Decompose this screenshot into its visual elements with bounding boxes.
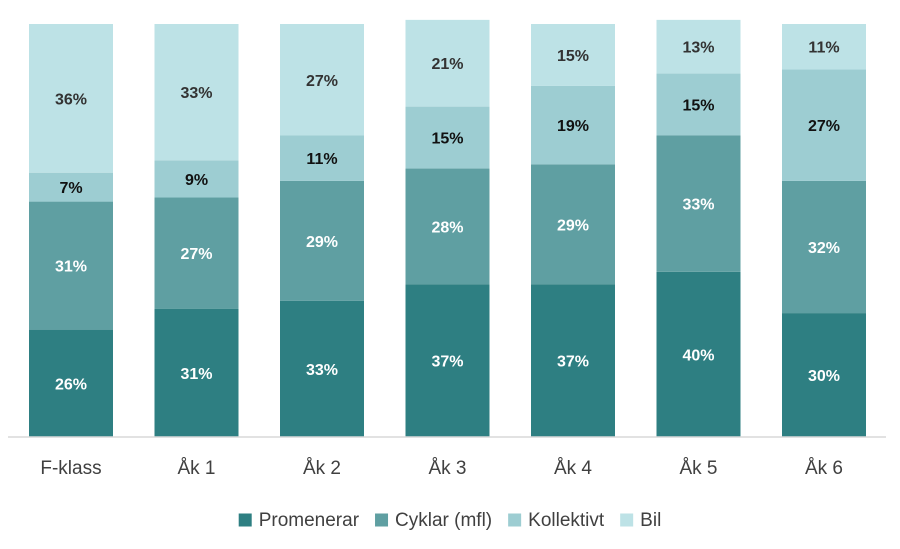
x-tick-label: Åk 2 — [303, 458, 341, 479]
bar-segment-bil-1 — [29, 24, 113, 173]
data-label: 9% — [185, 172, 208, 189]
bar-segment-promenerar-7 — [782, 313, 866, 437]
bar-segment-kollektivt-1 — [29, 172, 113, 202]
data-label: 15% — [557, 48, 589, 65]
legend-swatch-bil — [620, 513, 634, 527]
bar-segment-cyklar-mfl-3 — [280, 180, 364, 301]
bar-segment-kollektivt-7 — [782, 69, 866, 181]
data-label: 31% — [55, 259, 87, 276]
bar-segment-kollektivt-5 — [531, 85, 615, 165]
data-label: 19% — [557, 118, 589, 135]
data-label: 29% — [557, 217, 589, 234]
bar-segment-bil-5 — [531, 24, 615, 86]
bar-segment-cyklar-mfl-2 — [154, 197, 239, 309]
bar-segment-cyklar-mfl-7 — [782, 180, 866, 314]
data-label: 37% — [431, 354, 463, 371]
legend-label-promenerar: Promenerar — [259, 510, 360, 531]
data-label: 32% — [808, 240, 840, 257]
data-label: 31% — [180, 366, 212, 383]
data-label: 11% — [306, 151, 337, 168]
bar-segment-bil-7 — [782, 24, 866, 70]
bar-segment-bil-2 — [154, 24, 239, 161]
x-tick-labels: F-klass Åk 1 Åk 2 Åk 3 Åk 4 Åk 5 Åk 6 — [40, 458, 843, 479]
bar-segment-kollektivt-2 — [154, 160, 239, 198]
data-label: 27% — [180, 246, 212, 263]
data-label: 27% — [808, 118, 840, 135]
legend-label-bil: Bil — [640, 510, 661, 531]
data-label: 33% — [180, 85, 212, 102]
data-label: 33% — [682, 197, 714, 214]
bar-segment-promenerar-1 — [29, 329, 113, 437]
data-label: 29% — [306, 234, 338, 251]
data-label: 37% — [557, 354, 589, 371]
bar-segment-promenerar-6 — [656, 271, 741, 437]
bar-segment-bil-4 — [405, 19, 490, 107]
legend: Promenerar Cyklar (mfl) Kollektivt Bil — [238, 510, 661, 531]
legend-swatch-promenerar — [238, 513, 252, 527]
data-label: 26% — [55, 376, 87, 393]
bar-segment-bil-6 — [656, 19, 741, 74]
bar-segment-kollektivt-3 — [280, 135, 364, 181]
x-tick-label: Åk 4 — [554, 458, 592, 479]
data-label: 33% — [306, 362, 338, 379]
x-tick-label: Åk 3 — [428, 458, 466, 479]
legend-label-kollektivt: Kollektivt — [528, 510, 605, 531]
bar-segment-bil-3 — [280, 24, 364, 136]
x-tick-label: Åk 5 — [679, 458, 717, 479]
bar-segment-cyklar-mfl-1 — [29, 201, 113, 330]
x-tick-label: Åk 6 — [805, 458, 843, 479]
data-label: 13% — [682, 40, 714, 57]
data-label: 27% — [306, 73, 338, 90]
bar-segment-promenerar-4 — [405, 284, 490, 437]
x-tick-label: Åk 1 — [177, 458, 215, 479]
bar-segment-kollektivt-4 — [405, 106, 490, 169]
data-label: 30% — [808, 368, 840, 385]
bar-segment-kollektivt-6 — [656, 73, 741, 136]
bars-group: 26% 31% 7% 36% 31% 27% 9% 33% 33% 29% 11% 27% 37% 28%… — [29, 19, 866, 437]
data-label: 21% — [431, 56, 463, 73]
bar-segment-promenerar-5 — [531, 284, 615, 437]
data-label: 11% — [808, 40, 839, 57]
data-label: 40% — [682, 347, 714, 364]
legend-swatch-cyklar-mfl — [375, 513, 389, 527]
bar-segment-cyklar-mfl-4 — [405, 168, 490, 285]
data-label: 15% — [682, 98, 714, 115]
bar-segment-promenerar-3 — [280, 300, 364, 437]
data-label: 36% — [55, 91, 87, 108]
bar-segment-cyklar-mfl-6 — [656, 135, 741, 272]
legend-swatch-kollektivt — [508, 513, 522, 527]
bar-segment-cyklar-mfl-5 — [531, 164, 615, 285]
bar-segment-promenerar-2 — [154, 308, 239, 437]
legend-label-cyklar-mfl: Cyklar (mfl) — [395, 510, 492, 531]
x-tick-label: F-klass — [40, 458, 101, 479]
data-label: 7% — [59, 180, 82, 197]
data-label: 28% — [431, 219, 463, 236]
data-label: 15% — [431, 131, 463, 148]
